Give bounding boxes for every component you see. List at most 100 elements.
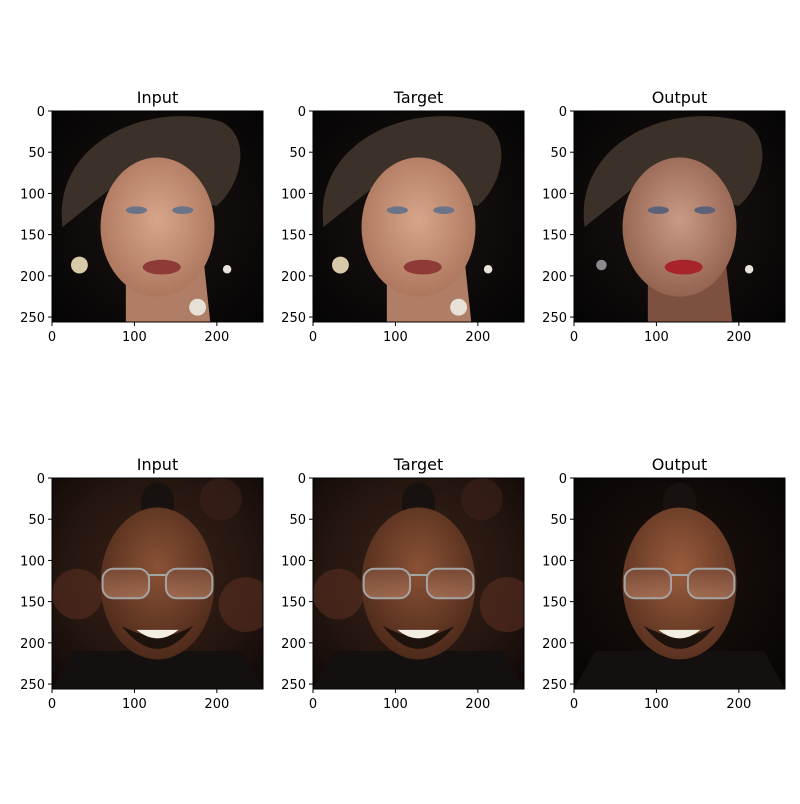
- image-portrait-woman: [574, 111, 785, 322]
- eye-left: [647, 206, 669, 214]
- y-tick-label: 150: [20, 596, 45, 611]
- axes-frame: [573, 477, 786, 690]
- x-tick-label: 200: [726, 330, 751, 345]
- face-shape: [100, 157, 215, 297]
- x-tick-label: 100: [383, 697, 408, 712]
- y-tick-label: 50: [550, 513, 567, 528]
- bokeh-light: [479, 577, 524, 633]
- y-tick-label: 150: [281, 596, 306, 611]
- y-tick-label: 150: [20, 229, 45, 244]
- x-tick-label: 200: [204, 330, 229, 345]
- earring-left: [331, 256, 349, 274]
- jacket-shape: [52, 651, 263, 689]
- lips-shape: [142, 259, 181, 275]
- y-tick-label: 0: [37, 472, 45, 487]
- y-tick-label: 250: [542, 311, 567, 326]
- panel-title: Target: [393, 88, 444, 107]
- bokeh-light: [52, 568, 103, 620]
- eye-right: [433, 206, 455, 214]
- y-tick-label: 250: [542, 678, 567, 693]
- x-tick-label: 0: [570, 330, 578, 345]
- y-tick-label: 150: [281, 229, 306, 244]
- x-tick-label: 0: [570, 697, 578, 712]
- y-tick-label: 200: [542, 637, 567, 652]
- y-tick-label: 0: [298, 472, 306, 487]
- image-portrait-woman: [52, 111, 263, 322]
- y-tick-label: 100: [542, 187, 567, 202]
- sunglasses-lens-right: [686, 567, 736, 600]
- x-tick-label: 200: [465, 697, 490, 712]
- jacket-shape: [313, 651, 524, 689]
- face-shape: [361, 157, 476, 297]
- panel-title: Output: [652, 88, 708, 107]
- x-tick-label: 100: [122, 330, 147, 345]
- axes-frame: [51, 477, 264, 690]
- axes-frame: [312, 110, 525, 323]
- y-tick-label: 250: [20, 311, 45, 326]
- sunglasses-lens-right: [164, 567, 214, 600]
- sunglasses-lens-left: [623, 567, 673, 600]
- panel-title: Input: [137, 88, 178, 107]
- earring-right: [483, 265, 493, 274]
- x-tick-label: 0: [48, 330, 56, 345]
- x-tick-label: 200: [726, 697, 751, 712]
- necklace-jewel: [450, 298, 468, 316]
- y-tick-label: 250: [20, 678, 45, 693]
- teeth-shape: [658, 629, 701, 639]
- earring-left: [596, 259, 607, 271]
- earring-right: [222, 265, 232, 274]
- eye-left: [125, 206, 147, 214]
- face-shape: [100, 507, 215, 660]
- face-shape: [622, 507, 737, 660]
- x-tick-label: 100: [644, 330, 669, 345]
- y-tick-label: 0: [559, 472, 567, 487]
- earring-left: [70, 256, 88, 274]
- sunglasses-lens-right: [425, 567, 475, 600]
- y-tick-label: 200: [281, 637, 306, 652]
- y-tick-label: 100: [20, 187, 45, 202]
- x-tick-label: 0: [48, 697, 56, 712]
- y-tick-label: 100: [281, 554, 306, 569]
- y-tick-label: 150: [542, 229, 567, 244]
- y-tick-label: 0: [298, 105, 306, 120]
- panel-title: Input: [137, 455, 178, 474]
- y-tick-label: 250: [281, 311, 306, 326]
- y-tick-label: 50: [289, 513, 306, 528]
- y-tick-label: 100: [542, 554, 567, 569]
- y-tick-label: 50: [289, 146, 306, 161]
- image-portrait-man-sunglasses: [52, 478, 263, 689]
- y-tick-label: 0: [559, 105, 567, 120]
- lips-shape: [664, 259, 703, 275]
- lips-shape: [403, 259, 442, 275]
- y-tick-label: 250: [281, 678, 306, 693]
- earring-right: [744, 265, 754, 274]
- y-tick-label: 0: [37, 105, 45, 120]
- jacket-shape: [574, 651, 785, 689]
- y-tick-label: 50: [550, 146, 567, 161]
- face-shape: [361, 507, 476, 660]
- y-tick-label: 200: [20, 637, 45, 652]
- axes-frame: [312, 477, 525, 690]
- axes-frame: [573, 110, 786, 323]
- necklace-jewel: [189, 298, 207, 316]
- y-tick-label: 50: [28, 146, 45, 161]
- face-shape: [622, 157, 737, 297]
- panel-title: Output: [652, 455, 708, 474]
- y-tick-label: 100: [281, 187, 306, 202]
- axes-frame: [51, 110, 264, 323]
- teeth-shape: [136, 629, 179, 639]
- image-portrait-man-sunglasses: [313, 478, 524, 689]
- x-tick-label: 100: [383, 330, 408, 345]
- eye-right: [172, 206, 194, 214]
- teeth-shape: [397, 629, 440, 639]
- bokeh-light: [199, 478, 242, 521]
- eye-left: [386, 206, 408, 214]
- image-portrait-man-sunglasses: [574, 478, 785, 689]
- x-tick-label: 100: [644, 697, 669, 712]
